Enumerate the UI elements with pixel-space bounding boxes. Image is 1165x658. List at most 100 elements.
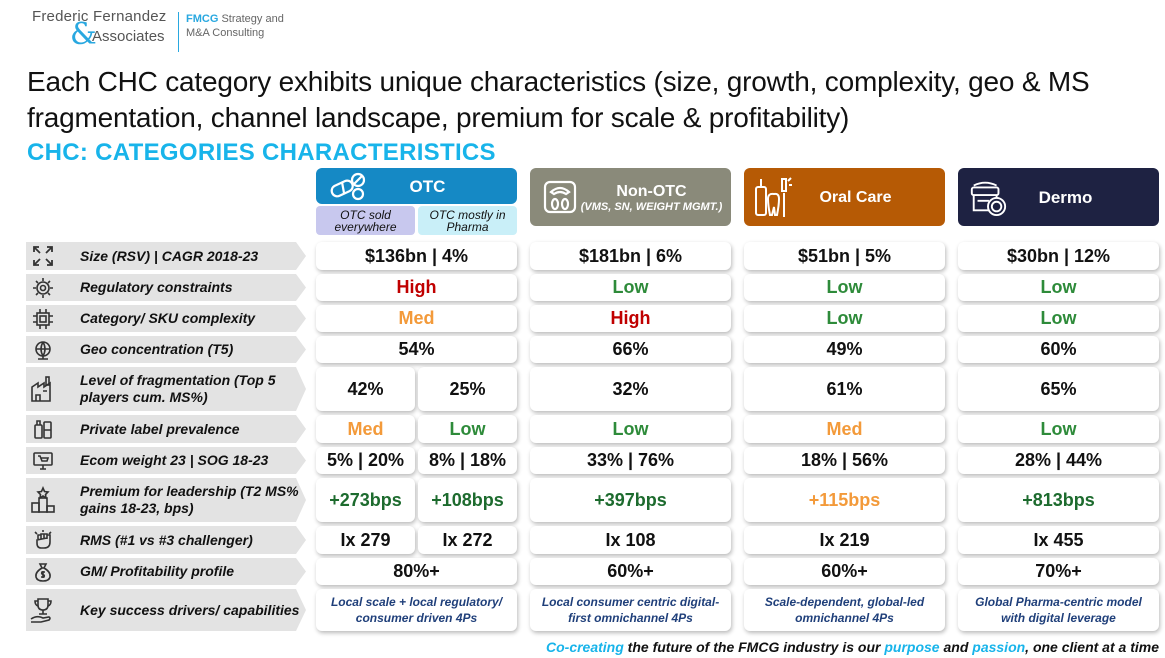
cell-regulatory-non-otc: Low (530, 274, 731, 301)
toothbrush-icon (754, 177, 794, 217)
row-label-geo: Geo concentration (T5) (26, 336, 306, 363)
row-label-fragmentation: Level of fragmentation (Top 5 players cu… (26, 367, 306, 411)
expand-icon (26, 245, 60, 267)
cell-size-oral: $51bn | 5% (744, 242, 945, 270)
logo-tagline-line1: FMCG Strategy and (186, 13, 284, 25)
footer-highlight-cocreating: Co-creating (546, 639, 624, 655)
category-oral-care-label: Oral Care (819, 188, 892, 206)
cell-ksd-otc: Local scale + local regulatory/ consumer… (316, 589, 517, 631)
cell-rms-otc-everywhere: Ix 279 (316, 526, 415, 554)
row-label-ecom: Ecom weight 23 | SOG 18-23 (26, 447, 306, 474)
factory-icon (26, 375, 60, 403)
cell-size-dermo: $30bn | 12% (958, 242, 1159, 270)
cell-gm-otc: 80%+ (316, 558, 517, 585)
otc-sub-pharma: OTC mostly in Pharma (418, 206, 517, 235)
row-label-size-text: Size (RSV) | CAGR 2018-23 (80, 247, 259, 264)
podium-icon (26, 486, 60, 514)
cell-complexity-non-otc: High (530, 305, 731, 332)
cell-regulatory-dermo: Low (958, 274, 1159, 301)
cell-complexity-oral: Low (744, 305, 945, 332)
cell-ksd-oral: Scale-dependent, global-led omnichannel … (744, 589, 945, 631)
pills-icon (328, 166, 368, 206)
cell-fragmentation-dermo: 65% (958, 367, 1159, 411)
cell-size-non-otc: $181bn | 6% (530, 242, 731, 270)
category-dermo-header: Dermo (958, 168, 1159, 226)
row-label-private-label-text: Private label prevalence (80, 420, 240, 437)
cell-geo-non-otc: 66% (530, 336, 731, 363)
footer-tagline: Co-creating the future of the FMCG indus… (546, 639, 1159, 655)
company-logo: Frederic Fernandez & Associates FMCG Str… (30, 6, 290, 56)
cell-ecom-non-otc: 33% | 76% (530, 447, 731, 474)
row-label-fragmentation-text: Level of fragmentation (Top 5 players cu… (80, 372, 276, 405)
cell-premium-dermo: +813bps (958, 478, 1159, 522)
cell-premium-oral: +115bps (744, 478, 945, 522)
category-oral-care-header: Oral Care (744, 168, 945, 226)
cell-rms-dermo: Ix 455 (958, 526, 1159, 554)
footer-text-3: , one client at a time (1025, 639, 1159, 655)
cell-gm-oral: 60%+ (744, 558, 945, 585)
category-non-otc-label: Non-OTC (VMS, SN, WEIGHT MGMT.) (580, 182, 723, 213)
row-label-gm: GM/ Profitability profile (26, 558, 306, 585)
cell-ksd-non-otc: Local consumer centric digital-first omn… (530, 589, 731, 631)
category-otc-label: OTC (409, 176, 446, 196)
cell-complexity-dermo: Low (958, 305, 1159, 332)
footer-highlight-purpose: purpose (884, 639, 940, 655)
row-label-regulatory-text: Regulatory constraints (80, 279, 233, 295)
cell-fragmentation-otc-everywhere: 42% (316, 367, 415, 411)
fist-icon (26, 529, 60, 551)
cell-gm-non-otc: 60%+ (530, 558, 731, 585)
cell-private-label-otc-pharma: Low (418, 415, 517, 443)
globe-icon (26, 339, 60, 361)
category-otc-header: OTC (316, 168, 517, 204)
row-label-regulatory: Regulatory constraints (26, 274, 306, 301)
chip-icon (26, 308, 60, 330)
cell-geo-oral: 49% (744, 336, 945, 363)
cell-complexity-otc: Med (316, 305, 517, 332)
footer-text-1: the future of the FMCG industry is our (623, 639, 885, 655)
cell-rms-non-otc: Ix 108 (530, 526, 731, 554)
logo-tagline-line2: M&A Consulting (186, 27, 265, 39)
cell-regulatory-oral: Low (744, 274, 945, 301)
cell-size-otc: $136bn | 4% (316, 242, 517, 270)
row-label-complexity-text: Category/ SKU complexity (80, 310, 256, 326)
category-non-otc-header: Non-OTC (VMS, SN, WEIGHT MGMT.) (530, 168, 731, 226)
cell-regulatory-otc: High (316, 274, 517, 301)
logo-ampersand: & (70, 17, 97, 52)
cell-gm-dermo: 70%+ (958, 558, 1159, 585)
gear-icon (26, 277, 60, 299)
computer-cart-icon (26, 450, 60, 472)
cell-rms-oral: Ix 219 (744, 526, 945, 554)
scale-icon (540, 177, 580, 217)
row-label-rms: RMS (#1 vs #3 challenger) (26, 526, 306, 554)
logo-name-line1: Frederic Fernandez (32, 8, 167, 25)
cell-premium-otc-everywhere: +273bps (316, 478, 415, 522)
cell-ksd-dermo: Global Pharma-centric model with digital… (958, 589, 1159, 631)
cream-jar-icon (968, 177, 1008, 217)
cell-ecom-dermo: 28% | 44% (958, 447, 1159, 474)
cell-geo-dermo: 60% (958, 336, 1159, 363)
cell-private-label-oral: Med (744, 415, 945, 443)
row-label-rms-text: RMS (#1 vs #3 challenger) (80, 531, 253, 548)
row-label-premium-text: Premium for leadership (T2 MS% gains 18-… (80, 483, 299, 516)
cell-ecom-oral: 18% | 56% (744, 447, 945, 474)
row-label-ksd: Key success drivers/ capabilities (26, 589, 306, 631)
cell-private-label-dermo: Low (958, 415, 1159, 443)
logo-name-line2: Associates (92, 28, 165, 45)
bottle-icon (26, 418, 60, 440)
cell-ecom-otc-everywhere: 5% | 20% (316, 447, 415, 474)
money-bag-icon (26, 561, 60, 583)
cell-premium-otc-pharma: +108bps (418, 478, 517, 522)
otc-sub-everywhere: OTC sold everywhere (316, 206, 415, 235)
row-label-geo-text: Geo concentration (T5) (80, 341, 234, 357)
row-label-ecom-text: Ecom weight 23 | SOG 18-23 (80, 452, 269, 468)
footer-highlight-passion: passion (972, 639, 1026, 655)
cell-geo-otc: 54% (316, 336, 517, 363)
category-non-otc-sub: (VMS, SN, WEIGHT MGMT.) (580, 200, 723, 213)
cell-fragmentation-non-otc: 32% (530, 367, 731, 411)
page-subtitle: CHC: CATEGORIES CHARACTERISTICS (27, 139, 496, 166)
row-label-premium: Premium for leadership (T2 MS% gains 18-… (26, 478, 306, 522)
row-label-private-label: Private label prevalence (26, 415, 306, 443)
trophy-hand-icon (26, 595, 60, 625)
logo-divider (178, 12, 179, 52)
cell-fragmentation-otc-pharma: 25% (418, 367, 517, 411)
